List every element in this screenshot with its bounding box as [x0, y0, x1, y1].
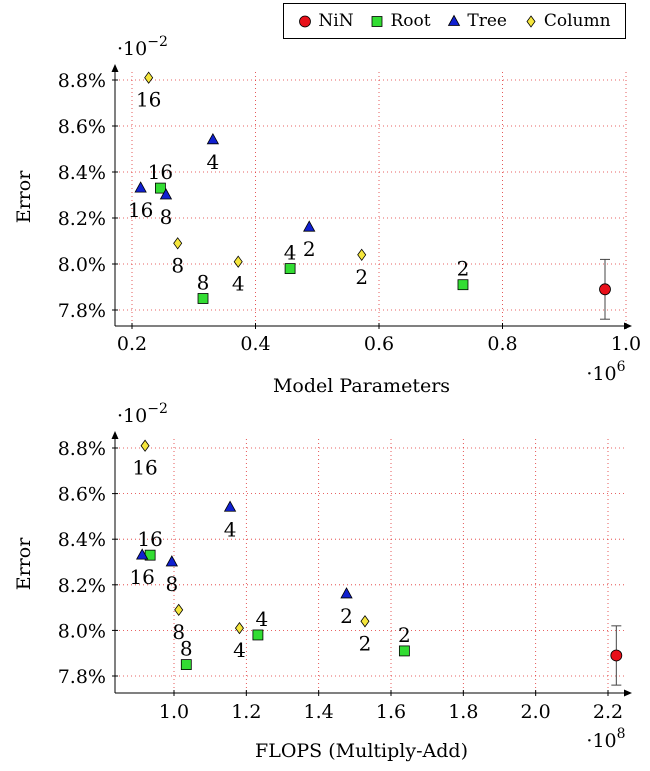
y-multiplier-exponent: −2 [147, 401, 168, 417]
x-multiplier: ·108 [586, 726, 625, 752]
point-root [181, 660, 191, 670]
data-label: 16 [132, 456, 157, 480]
point-column [235, 623, 243, 634]
x-axis-title: FLOPS (Multiply-Add) [255, 740, 468, 762]
point-tree [225, 501, 236, 511]
data-label: 2 [398, 623, 411, 647]
y-tick-label: 8.4% [58, 529, 106, 551]
data-label: 16 [129, 565, 154, 589]
point-tree [166, 556, 177, 566]
point-root [399, 646, 409, 656]
y-tick-label: 7.8% [58, 666, 106, 688]
point-column [141, 440, 149, 451]
point-tree [341, 588, 352, 598]
y-tick-label: 8.0% [58, 620, 106, 642]
y-tick-label: 8.8% [58, 438, 106, 460]
x-multiplier-exponent: 8 [617, 726, 626, 742]
data-label: 4 [256, 607, 269, 631]
x-tick-label: 2.0 [521, 701, 551, 723]
point-root [253, 630, 263, 640]
y-axis-arrow-icon [112, 431, 119, 439]
y-axis-title: Error [13, 537, 35, 590]
y-tick-label: 8.6% [58, 484, 106, 506]
data-label: 8 [165, 572, 178, 596]
data-label: 4 [233, 638, 246, 662]
x-tick-label: 1.0 [159, 701, 189, 723]
data-label: 2 [359, 631, 372, 655]
x-tick-label: 1.6 [376, 701, 406, 723]
y-tick-label: 8.2% [58, 575, 106, 597]
x-axis-arrow-icon [624, 690, 632, 697]
point-nin [611, 650, 622, 661]
y-multiplier: ·10−2 [117, 401, 168, 427]
x-tick-label: 1.4 [304, 701, 334, 723]
data-label: 4 [224, 517, 237, 541]
x-tick-label: 1.2 [231, 701, 261, 723]
point-column [361, 616, 369, 627]
data-label: 2 [340, 604, 353, 628]
data-label: 8 [172, 620, 185, 644]
data-label: 16 [137, 527, 162, 551]
point-column [175, 604, 183, 615]
x-tick-label: 2.2 [593, 701, 623, 723]
x-tick-label: 1.8 [448, 701, 478, 723]
